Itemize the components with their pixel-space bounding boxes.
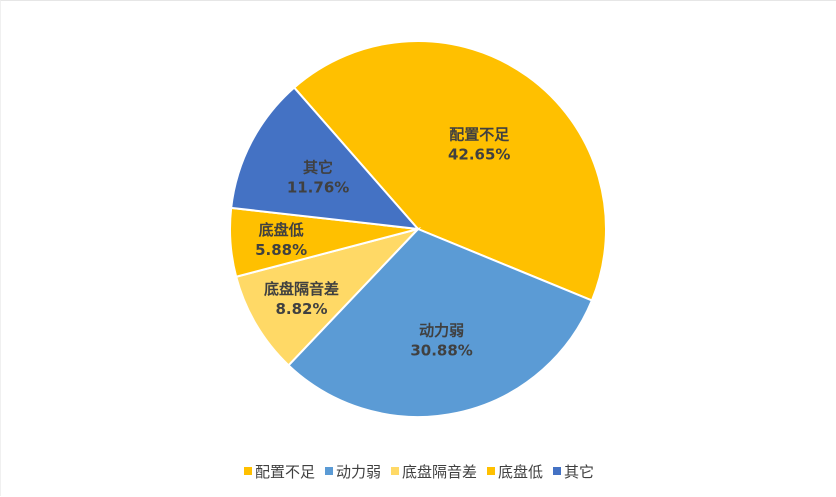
label-peizhi-buzu: 配置不足 42.65% xyxy=(448,125,510,163)
legend-swatch xyxy=(487,467,495,475)
label-qita: 其它 11.76% xyxy=(287,159,349,197)
legend-item-peizhi-buzu: 配置不足 xyxy=(243,461,315,482)
pie-labels: 配置不足 42.65% 动力弱 30.88% 底盘隔音差 8.82% 底盘低 5.88% 其它 1… xyxy=(255,125,510,359)
legend-swatch xyxy=(553,467,562,475)
slice-qita xyxy=(230,86,421,231)
label-dongli-ruo-value: 30.88% xyxy=(410,341,472,359)
legend-item-dongli-ruo: 动力弱 xyxy=(324,461,381,482)
slice-dongli-ruo xyxy=(287,227,594,418)
label-dipan-geyin-cha-value: 8.82% xyxy=(275,300,327,318)
label-dipan-geyin-cha-category: 底盘隔音差 xyxy=(264,280,339,298)
legend-item-dipan-geyin-cha: 底盘隔音差 xyxy=(390,461,477,482)
slice-peizhi-buzu xyxy=(292,40,607,302)
label-dipan-geyin-cha: 底盘隔音差 8.82% xyxy=(264,280,339,318)
legend-swatch xyxy=(243,467,252,475)
label-dipan-di-category: 底盘低 xyxy=(259,221,304,239)
legend-label: 动力弱 xyxy=(335,462,381,481)
label-dongli-ruo-category: 动力弱 xyxy=(419,321,464,339)
legend-label: 配置不足 xyxy=(254,462,315,481)
legend-swatch xyxy=(390,467,399,475)
legend-item-dipan-di: 底盘低 xyxy=(487,461,543,482)
label-dipan-di-value: 5.88% xyxy=(255,241,307,259)
label-dipan-di: 底盘低 5.88% xyxy=(255,221,307,259)
pie-slices xyxy=(229,40,607,418)
label-qita-value: 11.76% xyxy=(287,179,349,197)
legend: 配置不足 动力弱 底盘隔音差 底盘低 其它 xyxy=(1,459,836,483)
label-dongli-ruo: 动力弱 30.88% xyxy=(410,321,472,359)
label-peizhi-buzu-value: 42.65% xyxy=(448,145,510,163)
legend-item-qita: 其它 xyxy=(553,461,594,482)
label-peizhi-buzu-category: 配置不足 xyxy=(449,125,510,143)
legend-swatch xyxy=(324,467,333,475)
legend-label: 底盘隔音差 xyxy=(401,462,477,481)
label-qita-category: 其它 xyxy=(303,159,333,177)
slice-dipan-geyin-cha xyxy=(234,227,422,367)
legend-label: 底盘低 xyxy=(498,462,544,481)
legend-label: 其它 xyxy=(564,462,595,481)
